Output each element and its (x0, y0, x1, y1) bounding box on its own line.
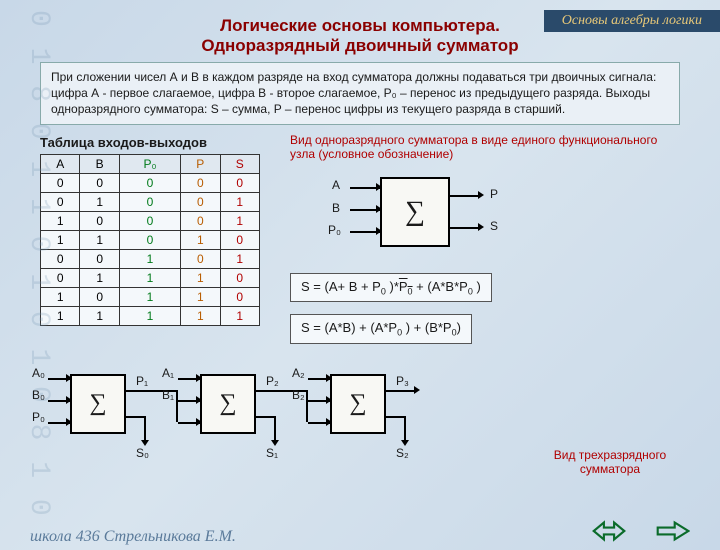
sigma-box: ∑ (380, 177, 450, 247)
wire-label: P₂ (266, 374, 279, 388)
title-line2: Одноразрядный двоичный сумматор (201, 36, 518, 55)
table-title: Таблица входов-выходов (40, 135, 270, 150)
table-row: 11010 (41, 230, 260, 249)
sigma-box: ∑ (330, 374, 386, 434)
label-A: A (332, 178, 340, 192)
table-row: 11111 (41, 306, 260, 325)
wire-label: P₀ (32, 410, 45, 424)
footer-credit: школа 436 Стрельникова Е.М. (30, 528, 236, 546)
sigma-box: ∑ (200, 374, 256, 434)
table-header: B (80, 154, 119, 173)
formula-1: S = (A+ B + P0 )*P0 + (A*B*P0 ) (290, 273, 492, 303)
three-adder-caption: Вид трехразрядного сумматора (540, 448, 680, 476)
wire-label: B₁ (162, 388, 174, 402)
wire-label: P₃ (396, 374, 409, 388)
header-strip: Основы алгебры логики (544, 10, 720, 32)
wire-label: B₀ (32, 388, 45, 402)
title-line1: Логические основы компьютера. (220, 16, 500, 35)
wire-label: B₂ (292, 388, 305, 402)
table-row: 01110 (41, 268, 260, 287)
wire-label: A₀ (32, 366, 45, 380)
formula-2: S = (A*B) + (A*P0 ) + (B*P0) (290, 314, 472, 344)
table-header: S (220, 154, 260, 173)
table-row: 10001 (41, 211, 260, 230)
sigma-box: ∑ (70, 374, 126, 434)
single-adder-caption: Вид одноразрядного сумматора в виде един… (290, 133, 680, 161)
wire-label: A₂ (292, 366, 305, 380)
label-P0: P₀ (328, 223, 341, 237)
wire-label: S₂ (396, 446, 409, 460)
table-row: 01001 (41, 192, 260, 211)
nav-arrows (592, 520, 690, 542)
table-row: 00101 (41, 249, 260, 268)
wire-label: P₁ (136, 374, 148, 388)
prev-button[interactable] (592, 520, 626, 542)
next-button[interactable] (656, 520, 690, 542)
label-S: S (490, 219, 498, 233)
wire-label: S₀ (136, 446, 149, 460)
table-header: A (41, 154, 80, 173)
truth-table: ABP₀PS 000000100110001110100010101110101… (40, 154, 260, 326)
single-adder-diagram: ∑ A B P₀ P S (320, 167, 680, 257)
table-header: P₀ (119, 154, 180, 173)
table-row: 00000 (41, 173, 260, 192)
table-row: 10110 (41, 287, 260, 306)
label-P: P (490, 187, 498, 201)
label-B: B (332, 201, 340, 215)
intro-paragraph: При сложении чисел А и В в каждом разряд… (40, 62, 680, 125)
wire-label: S₁ (266, 446, 278, 460)
wire-label: A₁ (162, 366, 174, 380)
table-header: P (181, 154, 220, 173)
